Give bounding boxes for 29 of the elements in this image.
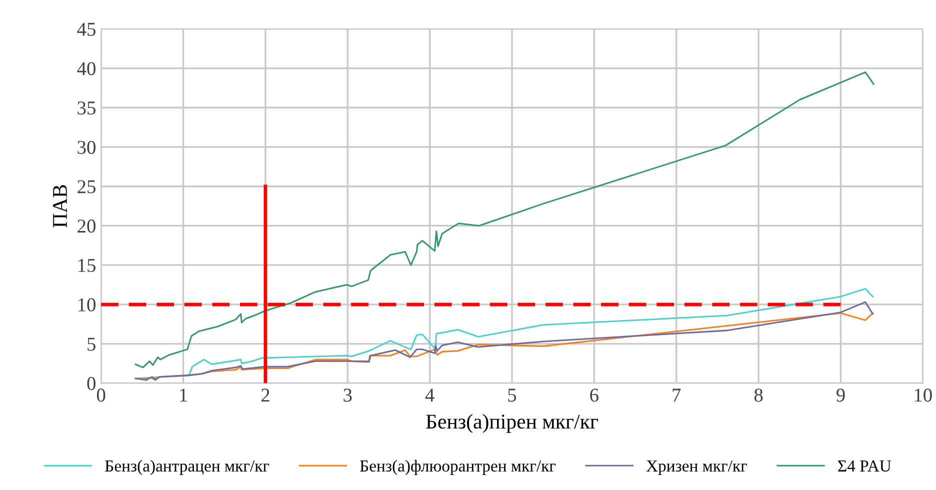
x-tick-label: 2 — [261, 388, 270, 402]
legend-label: Хризен мкг/кг — [646, 460, 747, 475]
x-tick-label: 5 — [508, 388, 516, 402]
x-tick-label: 4 — [425, 388, 434, 402]
y-tick-label: 25 — [78, 180, 96, 194]
x-axis-title: Бенз(а)пірен мкг/кг — [426, 414, 598, 433]
line-series — [134, 288, 874, 380]
y-axis-title: ПАВ — [53, 185, 67, 228]
x-tick-label: 6 — [590, 388, 598, 402]
x-tick-label: 9 — [836, 388, 845, 402]
y-tick-label: 20 — [78, 220, 96, 233]
line-series — [134, 71, 874, 368]
x-tick-label: 8 — [754, 388, 763, 402]
y-tick-label: 35 — [78, 102, 96, 115]
y-tick-label: 10 — [78, 298, 96, 312]
legend-label: Бенз(а)флюорантрен мкг/кг — [360, 460, 556, 475]
y-tick-label: 15 — [78, 259, 96, 272]
x-tick-label: 0 — [96, 388, 106, 402]
x-tick-label: 3 — [344, 388, 352, 402]
x-tick-label: 7 — [672, 388, 681, 402]
y-tick-label: 30 — [78, 140, 96, 154]
y-tick-label: 0 — [87, 376, 96, 390]
legend-label: Σ4 PAU — [838, 460, 892, 472]
x-tick-label: 10 — [914, 388, 932, 402]
legend-label: Бенз(а)антрацен мкг/кг — [105, 460, 270, 475]
y-tick-label: 45 — [77, 22, 96, 36]
x-tick-label: 1 — [180, 388, 187, 402]
y-tick-label: 40 — [77, 62, 96, 76]
y-tick-label: 5 — [88, 338, 96, 351]
